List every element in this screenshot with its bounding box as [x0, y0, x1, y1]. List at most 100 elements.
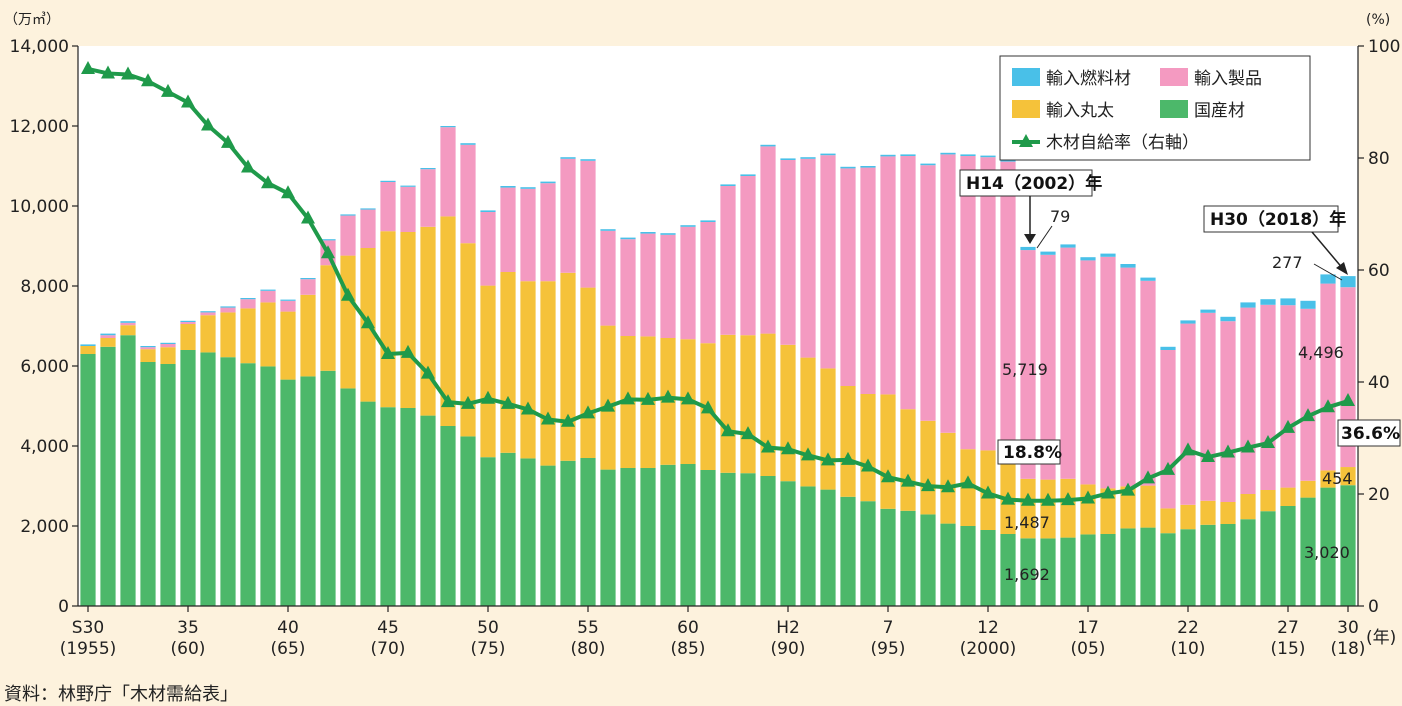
callout-h14-domestic-value: 1,692 [1004, 565, 1050, 584]
bar-segment-1978-s0 [540, 465, 556, 606]
bar-segment-1988-s1 [740, 335, 756, 474]
bar-segment-2001-s2 [1000, 161, 1016, 458]
x-tick-label-top-9: 12 [977, 618, 999, 638]
bar-segment-1998-s2 [940, 154, 956, 433]
callout-h30-rate-value: 36.6% [1341, 424, 1400, 444]
bar-segment-1969-s0 [360, 401, 376, 606]
bar-segment-1977-s3 [520, 187, 536, 189]
bar-segment-2018-s3 [1340, 276, 1356, 288]
bar-segment-2016-s3 [1300, 300, 1316, 309]
callout-h14: H14（2002）年 79 5,719 18.8% 1,487 1,692 [959, 169, 1102, 584]
bar-segment-1969-s2 [360, 209, 376, 248]
bar-segment-2000-s0 [980, 530, 996, 606]
bar-segment-1984-s3 [660, 233, 676, 235]
x-tick-label-bottom-5: (80) [571, 639, 606, 659]
left-tick-label-5: 10,000 [10, 197, 69, 217]
bar-segment-1972-s2 [420, 169, 436, 227]
bar-segment-1966-s3 [300, 278, 316, 280]
rate-point-1984 [661, 389, 675, 403]
bar-segment-1970-s3 [380, 180, 396, 182]
bar-segment-2017-s3 [1320, 274, 1336, 284]
bar-segment-1963-s2 [240, 299, 256, 309]
bar-segment-1957-s3 [120, 321, 136, 323]
callout-h30-fuel-value: 277 [1272, 253, 1303, 272]
bar-segment-1984-s2 [660, 234, 676, 338]
x-tick-label-bottom-10: (05) [1071, 639, 1106, 659]
bar-segment-2005-s3 [1080, 257, 1096, 261]
bar-segment-2013-s0 [1240, 519, 1256, 606]
rate-point-1975 [481, 390, 495, 404]
bar-segment-1958-s0 [140, 362, 156, 606]
x-tick-label-bottom-9: (2000) [960, 639, 1017, 659]
callout-h30-logs-value: 454 [1322, 469, 1353, 488]
bar-segment-1990-s1 [780, 344, 796, 482]
bar-segment-2015-s2 [1280, 305, 1296, 488]
source-note: 資料：林野庁「木材需給表」 [4, 684, 238, 705]
bar-segment-2017-s2 [1320, 283, 1336, 471]
bar-segment-1998-s0 [940, 523, 956, 606]
bar-segment-1960-s2 [180, 322, 196, 324]
bar-segment-1990-s3 [780, 158, 796, 160]
bar-segment-1999-s2 [960, 156, 976, 450]
bar-segment-2009-s3 [1160, 346, 1176, 350]
bar-segment-2000-s3 [980, 155, 996, 158]
x-tick-label-top-0: S30 [72, 618, 104, 638]
bar-segment-1989-s3 [760, 144, 776, 147]
bar-segment-1999-s0 [960, 526, 976, 606]
bar-segment-1967-s0 [320, 370, 336, 606]
bar-segment-1995-s2 [880, 156, 896, 395]
callout-h30-products-value: 4,496 [1298, 343, 1344, 362]
legend-swatch-fuel [1012, 68, 1040, 86]
x-tick-label-bottom-8: (95) [871, 639, 906, 659]
rate-point-2010 [1181, 442, 1195, 456]
callout-h30-box [1203, 205, 1339, 233]
bar-segment-2011-s0 [1200, 524, 1216, 606]
bar-segment-1961-s3 [200, 311, 216, 313]
bar-segment-1976-s1 [500, 272, 516, 453]
bar-segment-1973-s0 [440, 426, 456, 606]
bar-segment-1976-s0 [500, 452, 516, 606]
bar-segment-1962-s2 [220, 307, 236, 313]
bar-segment-2009-s2 [1160, 350, 1176, 509]
bar-segment-2008-s0 [1140, 527, 1156, 606]
bar-segment-1978-s3 [540, 181, 556, 184]
bar-segment-1975-s3 [480, 210, 496, 212]
bar-segment-1971-s1 [400, 232, 416, 408]
x-tick-label-bottom-2: (65) [271, 639, 306, 659]
bar-segment-1956-s3 [100, 333, 116, 336]
x-tick-label-top-7: H2 [776, 618, 800, 638]
left-tick-label-6: 12,000 [10, 117, 69, 137]
bar-segment-1997-s1 [920, 420, 936, 515]
callout-h30-arrow [1311, 231, 1345, 271]
rate-point-1961 [201, 117, 215, 131]
bar-segment-1960-s0 [180, 350, 196, 606]
bar-segment-1993-s0 [840, 496, 856, 606]
x-tick-label-bottom-11: (10) [1171, 639, 1206, 659]
bar-segment-2014-s0 [1260, 511, 1276, 606]
bar-segment-1956-s0 [100, 346, 116, 606]
x-tick-label-top-13: 30 [1337, 618, 1359, 638]
right-tick-label-3: 60 [1368, 261, 1390, 281]
bar-segment-1996-s0 [900, 510, 916, 606]
rate-point-1958 [141, 73, 155, 87]
bar-segment-2011-s1 [1200, 500, 1216, 525]
bar-segment-1956-s1 [100, 338, 116, 347]
bar-segment-2008-s3 [1140, 277, 1156, 281]
bar-segment-2016-s1 [1300, 480, 1316, 498]
x-tick-label-bottom-7: (90) [771, 639, 806, 659]
rate-point-2018 [1341, 393, 1355, 407]
x-tick-label-top-10: 17 [1077, 618, 1099, 638]
bar-segment-2001-s0 [1000, 534, 1016, 606]
bar-segment-2002-s2 [1020, 250, 1036, 479]
bar-segment-2011-s2 [1200, 312, 1216, 501]
bar-segment-1993-s2 [840, 168, 856, 386]
rate-point-1955 [81, 60, 95, 74]
bar-segment-2012-s2 [1220, 321, 1236, 502]
bar-segment-2003-s1 [1040, 479, 1056, 539]
left-tick-label-2: 4,000 [20, 437, 69, 457]
bar-segment-2012-s3 [1220, 316, 1236, 322]
rate-point-2001 [1001, 491, 1015, 505]
rate-point-1957 [121, 66, 135, 80]
bar-segment-1981-s3 [600, 229, 616, 231]
bar-segment-1997-s3 [920, 163, 936, 166]
